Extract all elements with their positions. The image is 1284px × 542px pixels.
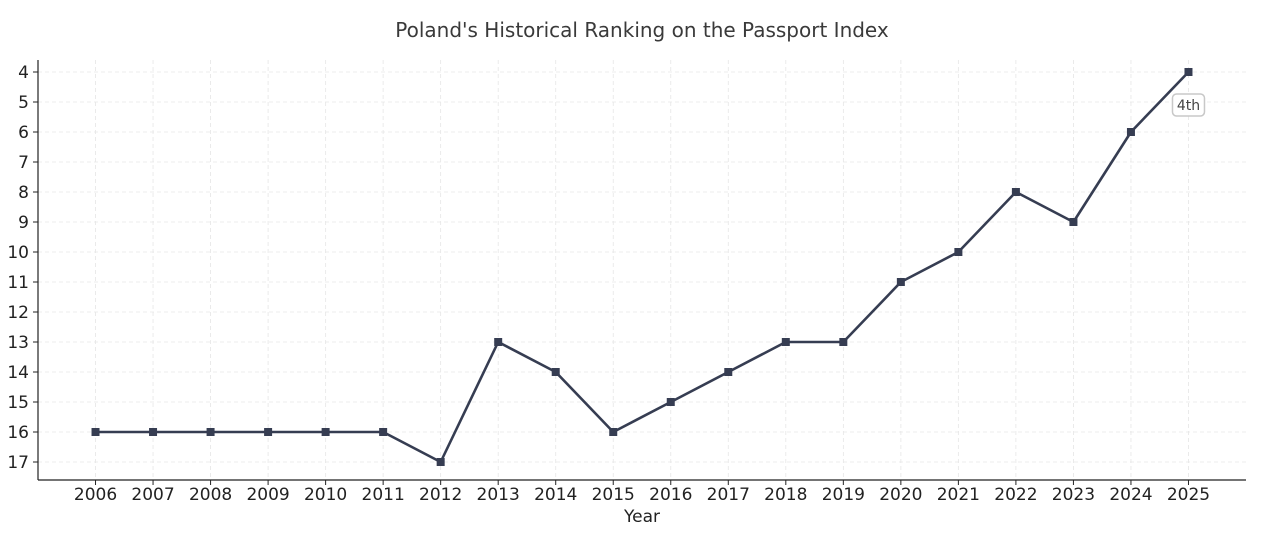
y-tick-label: 7	[18, 153, 29, 173]
x-tick-label: 2007	[131, 485, 174, 505]
y-tick-label: 4	[18, 63, 29, 83]
series	[91, 68, 1193, 466]
y-tick-label: 16	[7, 423, 29, 443]
x-tick-label: 2010	[304, 485, 347, 505]
y-tick-label: 12	[7, 303, 29, 323]
x-tick-label: 2013	[477, 485, 520, 505]
x-tick-label: 2022	[994, 485, 1037, 505]
data-point	[666, 398, 675, 406]
data-point	[91, 428, 100, 436]
y-tick-label: 13	[7, 333, 29, 353]
x-axis-label: Year	[623, 507, 660, 527]
y-tick-label: 6	[18, 123, 29, 143]
data-point	[1011, 188, 1020, 196]
series-line	[95, 71, 1190, 464]
y-tick-label: 14	[7, 363, 29, 383]
annotations: 4th	[1171, 93, 1206, 117]
x-tick-label: 2012	[419, 485, 462, 505]
data-point	[379, 428, 388, 436]
x-tick-label: 2020	[879, 485, 922, 505]
x-tick-label: 2017	[707, 485, 750, 505]
data-point	[321, 428, 330, 436]
data-point	[551, 368, 560, 376]
y-tick-label: 5	[18, 93, 29, 113]
axes	[37, 60, 1246, 481]
annotation-label: 4th	[1177, 98, 1200, 114]
data-point	[896, 278, 905, 286]
x-tick-label: 2014	[534, 485, 577, 505]
x-tick-label: 2016	[649, 485, 692, 505]
x-tick-label: 2009	[246, 485, 289, 505]
x-tick-label: 2018	[764, 485, 807, 505]
y-tick-label: 9	[18, 213, 29, 233]
x-tick-label: 2023	[1052, 485, 1095, 505]
y-tick-label: 11	[7, 273, 29, 293]
data-point	[436, 458, 445, 466]
x-ticks: 2006 2007 2008 2009 2010 2011 2012 2013 2014 2015…	[74, 480, 1210, 505]
y-ticks: 4 5 6 7 8 9 10 11 12 13 14 15 16 17	[7, 63, 38, 473]
data-point	[839, 338, 848, 346]
x-tick-label: 2019	[822, 485, 865, 505]
data-point	[781, 338, 790, 346]
data-point	[264, 428, 273, 436]
data-point	[149, 428, 158, 436]
data-point	[1126, 128, 1135, 136]
x-tick-label: 2025	[1167, 485, 1210, 505]
y-tick-label: 8	[18, 183, 29, 203]
y-tick-label: 15	[7, 393, 29, 413]
x-tick-label: 2021	[937, 485, 980, 505]
x-tick-label: 2011	[362, 485, 405, 505]
annotation-box	[1171, 93, 1206, 117]
x-tick-label: 2015	[592, 485, 635, 505]
data-point	[954, 248, 963, 256]
data-point	[1184, 68, 1193, 76]
y-tick-label: 17	[7, 453, 29, 473]
data-point	[494, 338, 503, 346]
x-tick-label: 2024	[1109, 485, 1152, 505]
data-point	[206, 428, 215, 436]
chart-title: Poland's Historical Ranking on the Passp…	[395, 18, 889, 42]
x-tick-label: 2006	[74, 485, 117, 505]
y-tick-label: 10	[7, 243, 29, 263]
data-point	[724, 368, 733, 376]
data-point	[1069, 218, 1078, 226]
data-point	[609, 428, 618, 436]
x-tick-label: 2008	[189, 485, 232, 505]
